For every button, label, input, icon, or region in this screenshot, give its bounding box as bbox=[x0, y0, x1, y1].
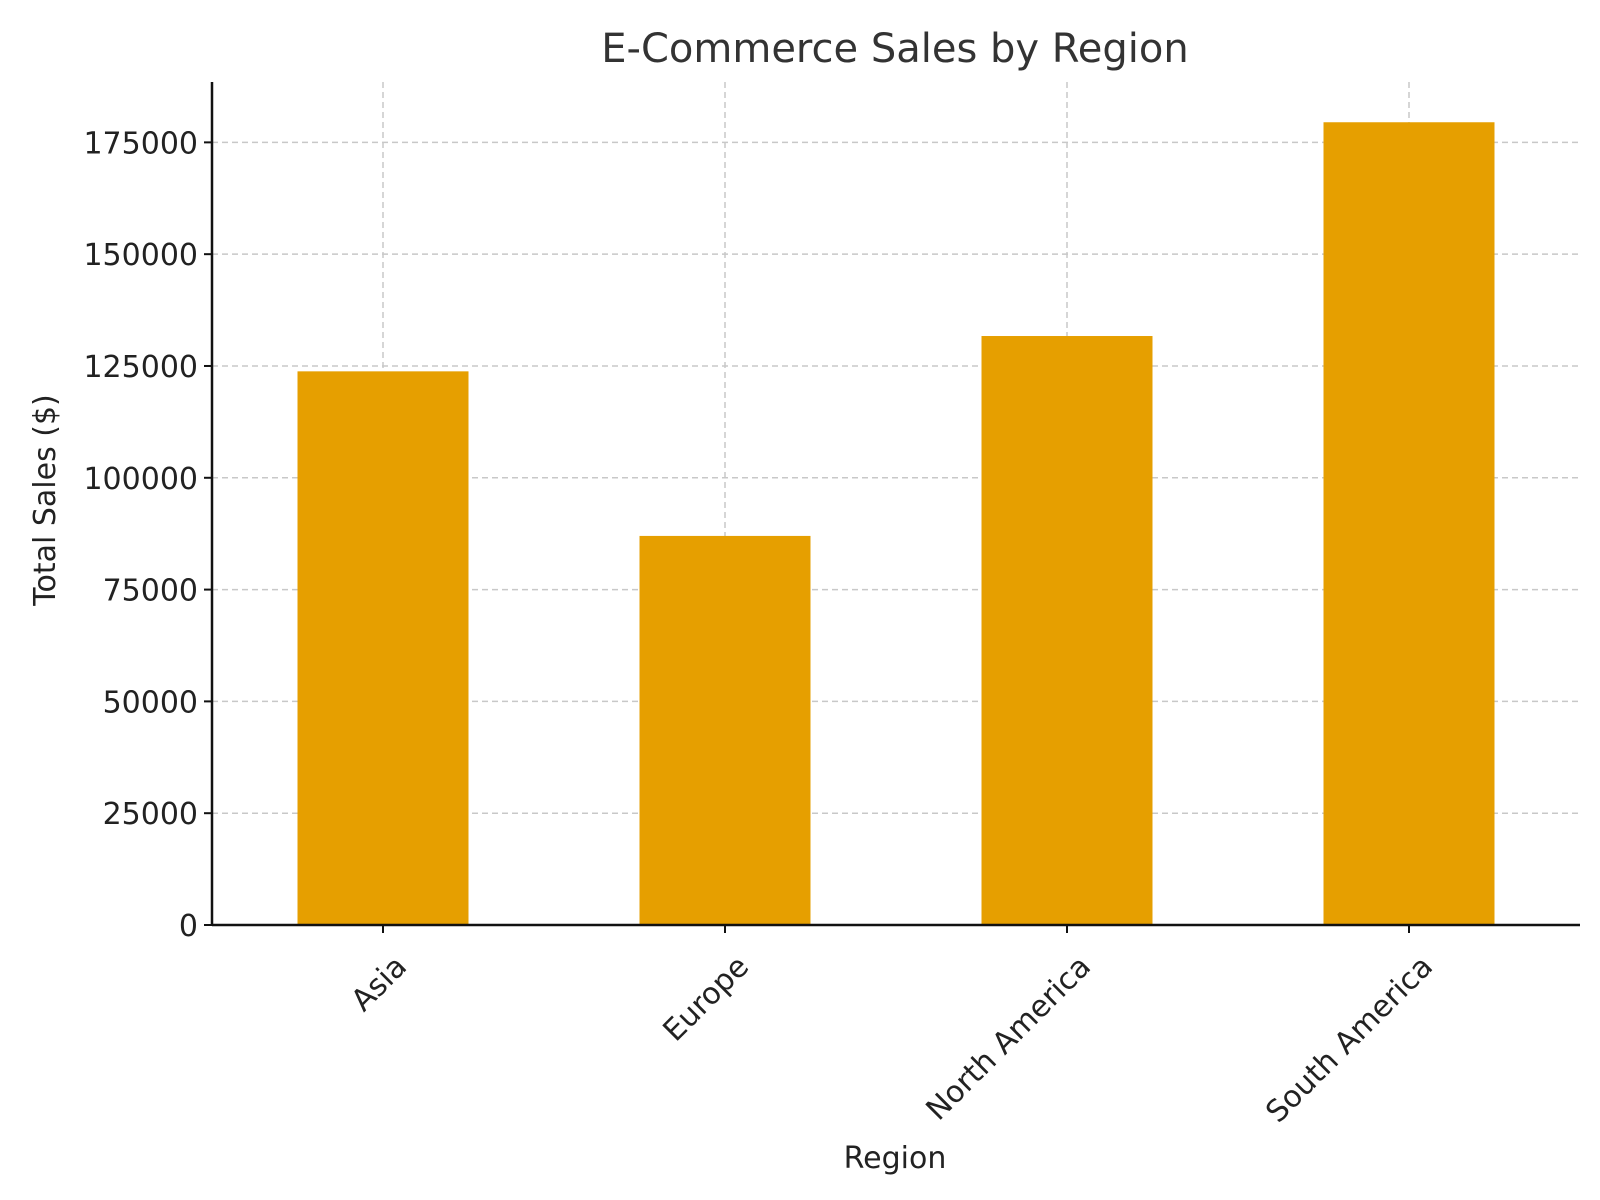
y-tick-label: 100000 bbox=[83, 462, 198, 497]
chart-title: E-Commerce Sales by Region bbox=[601, 26, 1188, 72]
bar-layer bbox=[297, 122, 1495, 926]
x-axis-label: Region bbox=[844, 1141, 947, 1176]
bar-south-america bbox=[1323, 122, 1495, 926]
y-tick-label: 125000 bbox=[83, 350, 198, 385]
y-tick-label: 75000 bbox=[103, 574, 198, 609]
x-tick-label: Asia bbox=[345, 949, 414, 1018]
y-tick-label: 25000 bbox=[103, 797, 198, 832]
bar-europe bbox=[639, 535, 811, 925]
bar-north-america bbox=[981, 336, 1153, 925]
y-axis-label: Total Sales ($) bbox=[28, 394, 63, 606]
y-tick-label: 175000 bbox=[83, 126, 198, 161]
bar-asia bbox=[297, 371, 469, 925]
axis-layer bbox=[210, 82, 1580, 927]
y-tick-label: 50000 bbox=[103, 685, 198, 720]
x-tick-label: Europe bbox=[657, 949, 756, 1048]
x-tick-label: South America bbox=[1259, 949, 1440, 1130]
y-tick-label: 150000 bbox=[83, 238, 198, 273]
y-tick-label: 0 bbox=[179, 909, 198, 944]
x-tick-label: North America bbox=[920, 949, 1098, 1127]
